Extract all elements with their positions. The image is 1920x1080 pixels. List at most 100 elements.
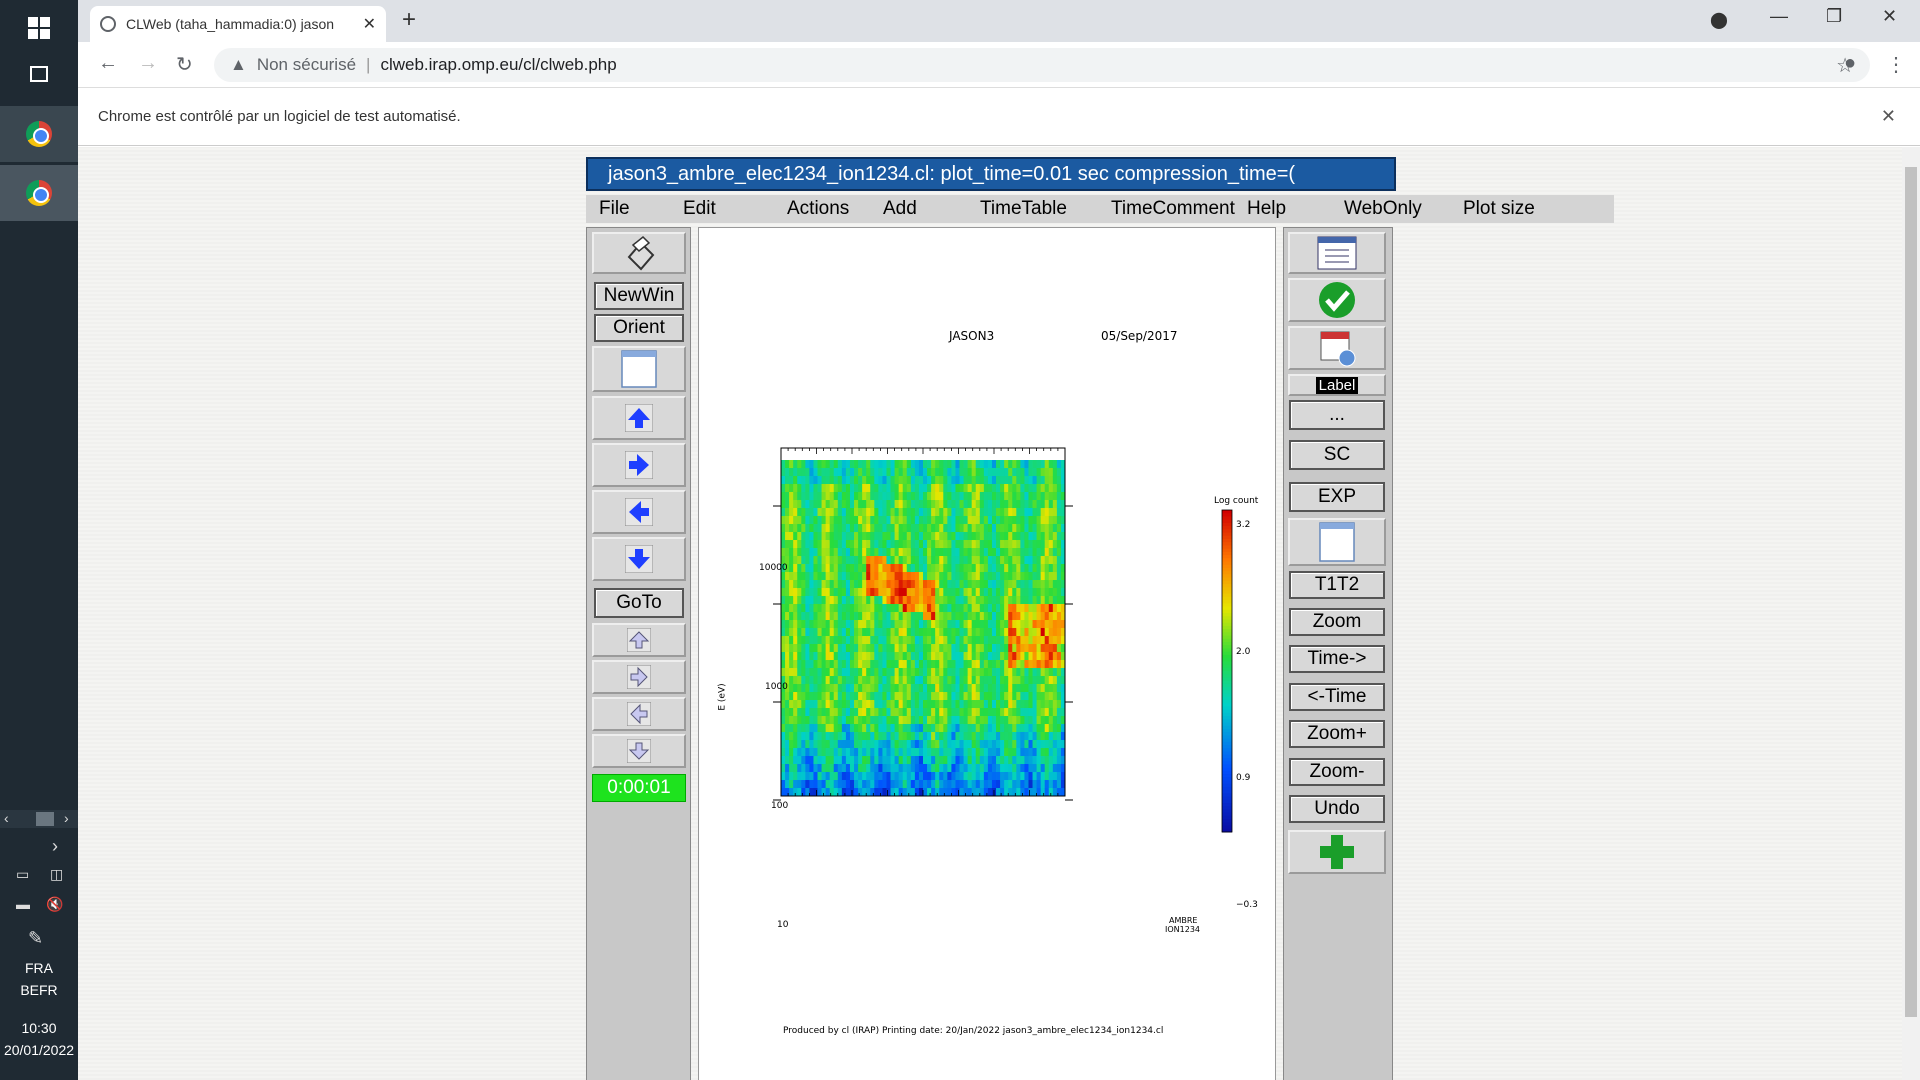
- meet-icon[interactable]: ◫: [50, 866, 64, 882]
- plot-canvas: JASON3 05/Sep/2017 E (eV) 10000 1000 100…: [698, 227, 1276, 1080]
- scroll-thumb[interactable]: [36, 812, 54, 826]
- infobar-close-icon[interactable]: ✕: [1880, 106, 1896, 126]
- browser-toolbar: ← → ↻ ▲ Non sécurisé | clweb.irap.omp.eu…: [78, 42, 1920, 88]
- task-view-button[interactable]: [0, 46, 78, 102]
- volume-muted-icon[interactable]: 🔇: [46, 896, 64, 912]
- globe-icon: [100, 16, 116, 32]
- scroll-left-icon[interactable]: ‹: [4, 810, 9, 826]
- pan-up-button[interactable]: [592, 396, 686, 440]
- window-button[interactable]: [592, 346, 686, 392]
- menu-add[interactable]: Add: [883, 198, 917, 219]
- menu-timetable[interactable]: TimeTable: [980, 198, 1067, 219]
- menu-file[interactable]: File: [599, 198, 630, 219]
- menu-edit[interactable]: Edit: [683, 198, 716, 219]
- label-button[interactable]: Label: [1288, 374, 1386, 396]
- more-button[interactable]: ...: [1289, 400, 1385, 430]
- browser-tab[interactable]: CLWeb (taha_hammadia:0) jason ✕: [90, 6, 386, 42]
- left-tool-panel: NewWin Orient GoTo: [586, 227, 691, 1080]
- tab-search-icon[interactable]: ⬤: [1710, 12, 1728, 29]
- page-vertical-scrollbar[interactable]: [1902, 147, 1920, 1080]
- small-down-button[interactable]: [592, 734, 686, 768]
- small-right-button[interactable]: [592, 660, 686, 694]
- tab-title: CLWeb (taha_hammadia:0) jason: [126, 16, 335, 32]
- windows-start-button[interactable]: [0, 0, 78, 56]
- taskbar-chrome-2[interactable]: [0, 165, 78, 221]
- t1t2-button[interactable]: T1T2: [1289, 571, 1385, 599]
- profile-icon[interactable]: ●: [1844, 52, 1857, 74]
- time-forward-button[interactable]: Time->: [1289, 645, 1385, 673]
- page-scroll-thumb[interactable]: [1905, 167, 1917, 1017]
- label-button-text: Label: [1315, 376, 1359, 394]
- arrow-up-icon: [625, 404, 653, 432]
- back-button[interactable]: ←: [98, 52, 118, 74]
- add-button[interactable]: [1288, 830, 1386, 874]
- arrow-down-icon: [625, 545, 653, 573]
- right-tool-panel: Label ... SC EXP T1T2 Zoom Time-> <-Time…: [1283, 227, 1393, 1080]
- forward-button[interactable]: →: [138, 52, 158, 74]
- tab-close-icon[interactable]: ✕: [362, 16, 376, 33]
- input-language[interactable]: FRA: [25, 960, 53, 976]
- zoom-button[interactable]: Zoom: [1289, 608, 1385, 636]
- restore-button[interactable]: ❐: [1826, 6, 1843, 26]
- minimize-button[interactable]: —: [1770, 6, 1788, 26]
- colorbar-tick-09: 0.9: [1236, 773, 1251, 783]
- taskbar-scrollbar[interactable]: ‹ ›: [0, 810, 78, 828]
- validate-button[interactable]: [1288, 278, 1386, 322]
- expand-chevron-icon[interactable]: ›: [52, 836, 58, 856]
- pan-right-button[interactable]: [592, 443, 686, 487]
- ytick-10: 10: [777, 920, 789, 930]
- scroll-right-icon[interactable]: ›: [64, 810, 69, 826]
- pan-left-button[interactable]: [592, 490, 686, 534]
- time-back-button[interactable]: <-Time: [1289, 683, 1385, 711]
- reload-button[interactable]: ↻: [176, 54, 193, 76]
- sc-button[interactable]: SC: [1289, 440, 1385, 470]
- divider: |: [366, 55, 371, 74]
- clock-time[interactable]: 10:30: [21, 1020, 57, 1036]
- exp-button[interactable]: EXP: [1289, 482, 1385, 512]
- security-label[interactable]: Non sécurisé: [256, 55, 357, 74]
- plot-footer: Produced by cl (IRAP) Printing date: 20/…: [783, 1026, 1164, 1036]
- display-icon[interactable]: ▭: [16, 866, 30, 882]
- list-button[interactable]: [1288, 232, 1386, 274]
- small-left-button[interactable]: [592, 697, 686, 731]
- menu-timecomment[interactable]: TimeComment: [1111, 198, 1235, 219]
- printer-icon: [627, 235, 655, 271]
- chrome-window: CLWeb (taha_hammadia:0) jason ✕ + ⬤ — ❐ …: [78, 0, 1920, 1080]
- menu-actions[interactable]: Actions: [787, 198, 850, 219]
- print-button[interactable]: [592, 232, 686, 274]
- keyboard-layout[interactable]: BEFR: [20, 982, 58, 998]
- address-bar[interactable]: ▲ Non sécurisé | clweb.irap.omp.eu/cl/cl…: [214, 48, 1870, 82]
- ytick-10000: 10000: [759, 563, 788, 573]
- small-up-button[interactable]: [592, 623, 686, 657]
- undo-button[interactable]: Undo: [1289, 795, 1385, 823]
- window-icon: [621, 350, 657, 388]
- orient-button[interactable]: Orient: [594, 314, 684, 342]
- menu-webonly[interactable]: WebOnly: [1344, 198, 1422, 219]
- newwin-button[interactable]: NewWin: [594, 282, 684, 310]
- bookmark-star-icon[interactable]: ☆: [1836, 54, 1854, 77]
- pan-down-button[interactable]: [592, 537, 686, 581]
- clock-date[interactable]: 20/01/2022: [3, 1042, 75, 1058]
- colorbar-tick-min: −0.3: [1236, 900, 1258, 910]
- window-icon: [1319, 522, 1355, 562]
- taskbar-chrome-1[interactable]: [0, 106, 78, 162]
- zoom-minus-button[interactable]: Zoom-: [1289, 758, 1385, 786]
- menu-kebab-icon[interactable]: ⋮: [1886, 54, 1906, 76]
- arrow-right-icon: [625, 451, 653, 479]
- green-plus-icon: [1320, 835, 1354, 869]
- battery-icon[interactable]: ▬: [16, 896, 30, 912]
- app-title-bar: jason3_ambre_elec1234_ion1234.cl: plot_t…: [586, 157, 1396, 191]
- close-window-button[interactable]: ✕: [1882, 6, 1898, 26]
- url-text[interactable]: clweb.irap.omp.eu/cl/clweb.php: [380, 55, 617, 74]
- calendar-button[interactable]: [1288, 326, 1386, 370]
- menu-plot-size[interactable]: Plot size: [1463, 198, 1535, 219]
- menu-help[interactable]: Help: [1247, 198, 1287, 219]
- app-menubar: File Edit Actions Add TimeTable TimeComm…: [586, 195, 1614, 223]
- warning-icon[interactable]: ▲: [230, 55, 247, 74]
- window-button-right[interactable]: [1288, 518, 1386, 566]
- zoom-plus-button[interactable]: Zoom+: [1289, 720, 1385, 748]
- pen-icon[interactable]: ✎: [28, 928, 44, 948]
- new-tab-button[interactable]: +: [402, 6, 417, 33]
- spectrogram-plot[interactable]: [699, 228, 1277, 1080]
- goto-button[interactable]: GoTo: [594, 588, 684, 618]
